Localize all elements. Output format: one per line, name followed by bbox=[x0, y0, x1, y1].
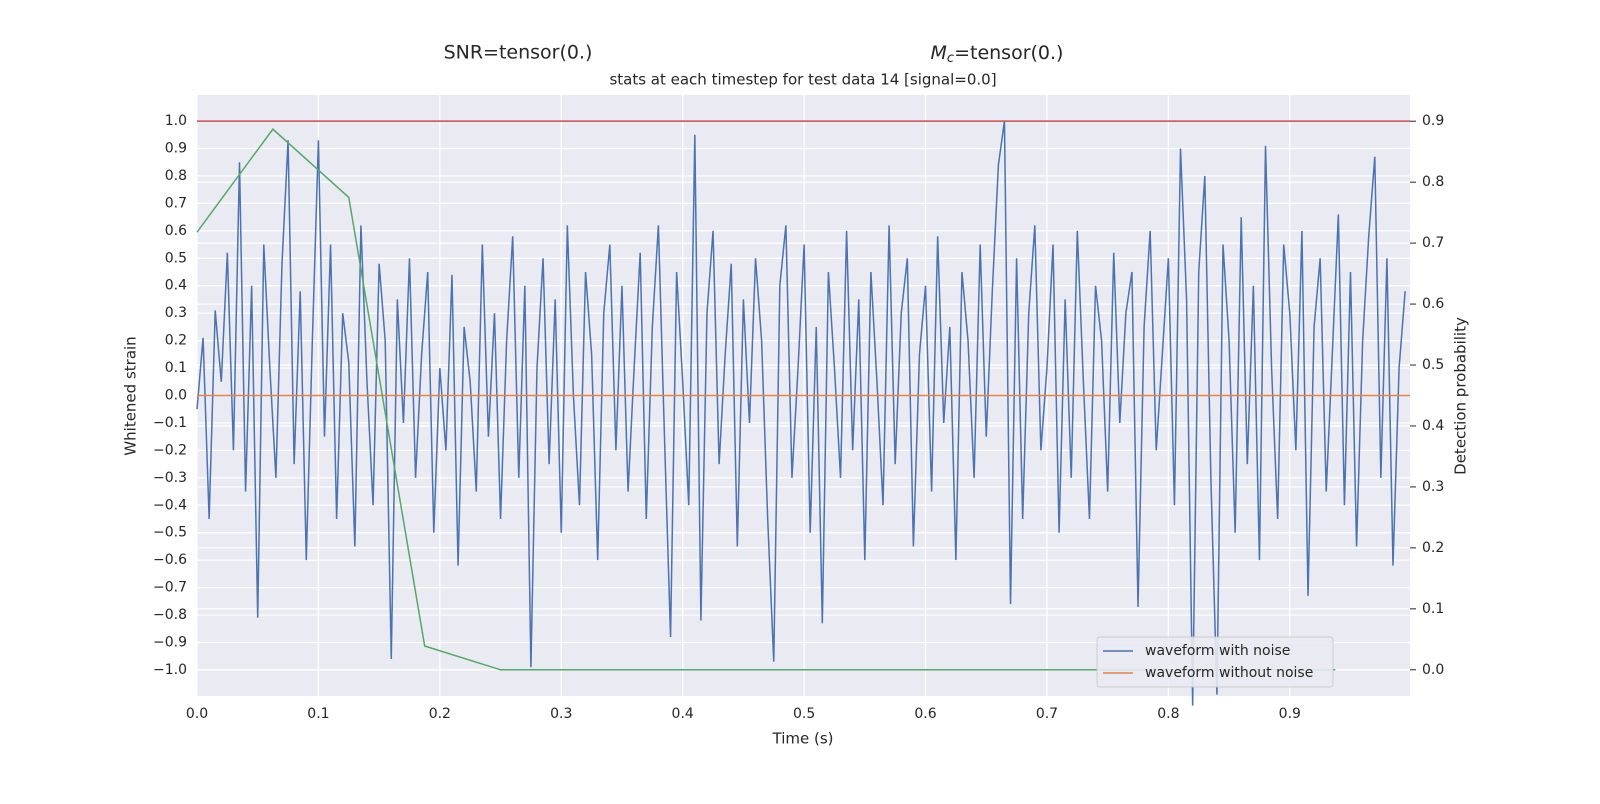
y-tick-label: 0.5 bbox=[165, 250, 187, 266]
y-tick-label: −0.8 bbox=[153, 607, 187, 623]
series-line bbox=[196, 120, 1406, 706]
y-tick-label: 0.1 bbox=[165, 360, 187, 376]
mc-symbol: M bbox=[931, 42, 947, 64]
y-tick-label: −0.7 bbox=[153, 580, 187, 596]
y-tick-label: 0.3 bbox=[165, 305, 187, 321]
y-tick-label: 0.7 bbox=[165, 195, 187, 211]
y2-axis-label: Detection probability bbox=[1452, 317, 1470, 475]
x-axis-label: Time (s) bbox=[772, 730, 834, 748]
y2-tick-label: 0.7 bbox=[1422, 235, 1444, 251]
mc-text: =tensor(0.) bbox=[954, 42, 1063, 64]
x-tick-label: 0.2 bbox=[429, 706, 451, 722]
y2-tick-label: 0.1 bbox=[1422, 601, 1444, 617]
y-tick-label: 0.4 bbox=[165, 278, 187, 294]
y-tick-label: 0.8 bbox=[165, 168, 187, 184]
y-tick-label: −0.4 bbox=[153, 497, 187, 513]
y-tick-label: 0.2 bbox=[165, 333, 187, 349]
y-tick-label: −0.9 bbox=[153, 634, 187, 650]
y2-tick-label: 0.0 bbox=[1422, 662, 1444, 678]
mc-subscript: c bbox=[947, 51, 954, 66]
subtitle: stats at each timestep for test data 14 … bbox=[609, 71, 996, 89]
y-tick-label: −0.2 bbox=[153, 442, 187, 458]
legend-label: waveform without noise bbox=[1145, 665, 1313, 681]
x-tick-label: 0.1 bbox=[307, 706, 329, 722]
x-tick-label: 0.5 bbox=[793, 706, 815, 722]
y-axis-label: Whitened strain bbox=[122, 336, 140, 455]
y2-tick-label: 0.8 bbox=[1422, 174, 1444, 190]
y-tick-label: −1.0 bbox=[153, 662, 187, 678]
y-tick-label: 0.6 bbox=[165, 223, 187, 239]
y-tick-label: −0.3 bbox=[153, 470, 187, 486]
mc-title: Mc=tensor(0.) bbox=[931, 42, 1064, 66]
snr-title: SNR=tensor(0.) bbox=[444, 42, 593, 64]
y2-tick-label: 0.9 bbox=[1422, 113, 1444, 129]
y2-tick-label: 0.6 bbox=[1422, 296, 1444, 312]
x-tick-label: 0.4 bbox=[672, 706, 694, 722]
y2-tick-label: 0.3 bbox=[1422, 479, 1444, 495]
x-tick-label: 0.3 bbox=[550, 706, 572, 722]
y-tick-label: 0.9 bbox=[165, 141, 187, 157]
y2-tick-label: 0.2 bbox=[1422, 540, 1444, 556]
x-tick-label: 0.7 bbox=[1036, 706, 1058, 722]
x-tick-label: 0.0 bbox=[186, 706, 208, 722]
y-tick-label: −0.5 bbox=[153, 525, 187, 541]
y2-tick-label: 0.5 bbox=[1422, 357, 1444, 373]
y-tick-label: −0.6 bbox=[153, 552, 187, 568]
legend-label: waveform with noise bbox=[1145, 643, 1290, 659]
y-tick-label: 1.0 bbox=[165, 113, 187, 129]
legend-box bbox=[1096, 636, 1334, 688]
y-tick-label: 0.0 bbox=[165, 388, 187, 404]
y2-tick-label: 0.4 bbox=[1422, 418, 1444, 434]
x-tick-label: 0.6 bbox=[914, 706, 936, 722]
x-tick-label: 0.8 bbox=[1157, 706, 1179, 722]
y-tick-label: −0.1 bbox=[153, 415, 187, 431]
x-tick-label: 0.9 bbox=[1279, 706, 1301, 722]
